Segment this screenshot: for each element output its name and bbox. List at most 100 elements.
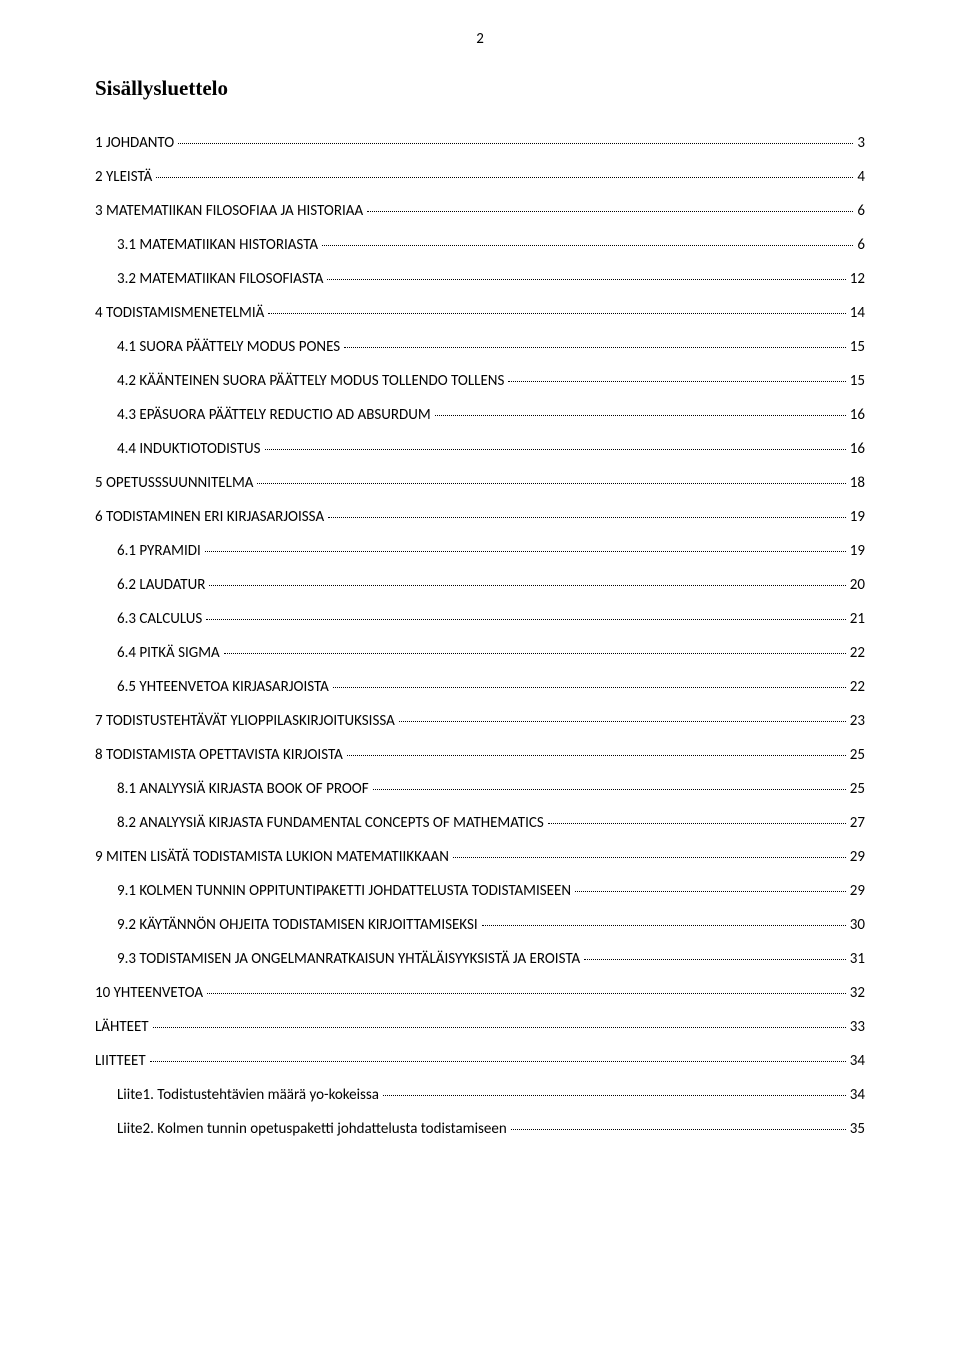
toc-entry-label: 4.3 EPÄSUORA PÄÄTTELY REDUCTIO AD ABSURD… bbox=[117, 405, 431, 426]
toc-leader-dots bbox=[373, 789, 846, 790]
toc-entry-page: 25 bbox=[850, 779, 865, 800]
toc-entry-label: 6.1 PYRAMIDI bbox=[117, 541, 201, 562]
toc-leader-dots bbox=[327, 279, 845, 280]
toc-entry-label: 3.2 MATEMATIIKAN FILOSOFIASTA bbox=[117, 269, 323, 290]
toc-entry-label: 9.1 KOLMEN TUNNIN OPPITUNTIPAKETTI JOHDA… bbox=[117, 881, 571, 902]
document-page: 2 Sisällysluettelo 1 JOHDANTO32 YLEISTÄ4… bbox=[0, 0, 960, 1353]
toc-entry-page: 15 bbox=[850, 371, 865, 392]
toc-entry[interactable]: Liite2. Kolmen tunnin opetuspaketti johd… bbox=[95, 1119, 865, 1140]
toc-leader-dots bbox=[268, 313, 845, 314]
toc-entry[interactable]: 2 YLEISTÄ4 bbox=[95, 167, 865, 188]
toc-entry-label: 9.2 KÄYTÄNNÖN OHJEITA TODISTAMISEN KIRJO… bbox=[117, 915, 478, 936]
toc-entry-page: 32 bbox=[850, 983, 865, 1004]
toc-entry-label: 4.2 KÄÄNTEINEN SUORA PÄÄTTELY MODUS TOLL… bbox=[117, 371, 504, 392]
toc-entry-page: 6 bbox=[857, 201, 865, 222]
toc-entry[interactable]: 6.4 PITKÄ SIGMA22 bbox=[95, 643, 865, 664]
toc-entry-label: 10 YHTEENVETOA bbox=[95, 983, 203, 1004]
toc-entry[interactable]: 9.3 TODISTAMISEN JA ONGELMANRATKAISUN YH… bbox=[95, 949, 865, 970]
toc-entry[interactable]: 6.3 CALCULUS 21 bbox=[95, 609, 865, 630]
toc-entry[interactable]: Liite1. Todistustehtävien määrä yo-kokei… bbox=[95, 1085, 865, 1106]
toc-leader-dots bbox=[156, 177, 853, 178]
toc-entry[interactable]: 4.1 SUORA PÄÄTTELY MODUS PONES 15 bbox=[95, 337, 865, 358]
toc-leader-dots bbox=[178, 143, 853, 144]
toc-entry-label: Liite1. Todistustehtävien määrä yo-kokei… bbox=[117, 1085, 379, 1106]
toc-entry-page: 34 bbox=[850, 1085, 865, 1106]
toc-entry-label: 6.2 LAUDATUR bbox=[117, 575, 205, 596]
toc-entry-page: 22 bbox=[850, 677, 865, 698]
toc-entry-page: 23 bbox=[850, 711, 865, 732]
toc-leader-dots bbox=[257, 483, 845, 484]
toc-leader-dots bbox=[548, 823, 846, 824]
toc-entry[interactable]: 6 TODISTAMINEN ERI KIRJASARJOISSA 19 bbox=[95, 507, 865, 528]
toc-leader-dots bbox=[511, 1129, 846, 1130]
toc-entry-page: 19 bbox=[850, 541, 865, 562]
toc-entry-page: 19 bbox=[850, 507, 865, 528]
toc-entry-page: 34 bbox=[850, 1051, 865, 1072]
toc-entry[interactable]: 9.1 KOLMEN TUNNIN OPPITUNTIPAKETTI JOHDA… bbox=[95, 881, 865, 902]
toc-entry-page: 29 bbox=[850, 847, 865, 868]
toc-entry[interactable]: 4.4 INDUKTIOTODISTUS16 bbox=[95, 439, 865, 460]
toc-entry[interactable]: 4 TODISTAMISMENETELMIÄ 14 bbox=[95, 303, 865, 324]
toc-leader-dots bbox=[153, 1027, 846, 1028]
toc-entry[interactable]: 9.2 KÄYTÄNNÖN OHJEITA TODISTAMISEN KIRJO… bbox=[95, 915, 865, 936]
toc-entry-label: 6 TODISTAMINEN ERI KIRJASARJOISSA bbox=[95, 507, 324, 528]
toc-container: 1 JOHDANTO3 2 YLEISTÄ4 3 MATEMATIIKAN FILO… bbox=[95, 133, 865, 1140]
toc-entry[interactable]: LIITTEET 34 bbox=[95, 1051, 865, 1072]
toc-entry[interactable]: 8 TODISTAMISTA OPETTAVISTA KIRJOISTA 25 bbox=[95, 745, 865, 766]
toc-entry-page: 21 bbox=[850, 609, 865, 630]
toc-entry-page: 35 bbox=[850, 1119, 865, 1140]
toc-leader-dots bbox=[584, 959, 846, 960]
toc-entry[interactable]: 3.2 MATEMATIIKAN FILOSOFIASTA12 bbox=[95, 269, 865, 290]
toc-entry[interactable]: LÄHTEET33 bbox=[95, 1017, 865, 1038]
toc-entry-label: 8 TODISTAMISTA OPETTAVISTA KIRJOISTA bbox=[95, 745, 343, 766]
toc-entry-label: LÄHTEET bbox=[95, 1017, 149, 1038]
toc-leader-dots bbox=[333, 687, 846, 688]
toc-entry-label: 9.3 TODISTAMISEN JA ONGELMANRATKAISUN YH… bbox=[117, 949, 580, 970]
toc-leader-dots bbox=[205, 551, 846, 552]
toc-entry-label: Liite2. Kolmen tunnin opetuspaketti johd… bbox=[117, 1119, 507, 1140]
toc-entry-label: 6.5 YHTEENVETOA KIRJASARJOISTA bbox=[117, 677, 329, 698]
toc-leader-dots bbox=[265, 449, 846, 450]
toc-entry[interactable]: 6.1 PYRAMIDI 19 bbox=[95, 541, 865, 562]
toc-entry-page: 29 bbox=[850, 881, 865, 902]
toc-entry-label: 6.3 CALCULUS bbox=[117, 609, 202, 630]
toc-entry[interactable]: 8.1 ANALYYSIÄ KIRJASTA BOOK OF PROOF25 bbox=[95, 779, 865, 800]
toc-entry-label: LIITTEET bbox=[95, 1051, 146, 1072]
toc-entry[interactable]: 5 OPETUSSSUUNNITELMA18 bbox=[95, 473, 865, 494]
toc-entry-page: 27 bbox=[850, 813, 865, 834]
toc-entry-page: 4 bbox=[857, 167, 865, 188]
toc-entry-page: 25 bbox=[850, 745, 865, 766]
toc-leader-dots bbox=[508, 381, 845, 382]
toc-entry-page: 6 bbox=[857, 235, 865, 256]
toc-leader-dots bbox=[435, 415, 846, 416]
toc-entry-label: 7 TODISTUSTEHTÄVÄT YLIOPPILASKIRJOITUKSI… bbox=[95, 711, 395, 732]
toc-entry[interactable]: 3.1 MATEMATIIKAN HISTORIASTA6 bbox=[95, 235, 865, 256]
toc-leader-dots bbox=[206, 619, 845, 620]
toc-entry[interactable]: 10 YHTEENVETOA 32 bbox=[95, 983, 865, 1004]
toc-entry-page: 22 bbox=[850, 643, 865, 664]
toc-leader-dots bbox=[347, 755, 846, 756]
toc-leader-dots bbox=[150, 1061, 846, 1062]
toc-entry-label: 3 MATEMATIIKAN FILOSOFIAA JA HISTORIAA bbox=[95, 201, 363, 222]
toc-entry[interactable]: 9 MITEN LISÄTÄ TODISTAMISTA LUKION MATEM… bbox=[95, 847, 865, 868]
toc-entry[interactable]: 7 TODISTUSTEHTÄVÄT YLIOPPILASKIRJOITUKSI… bbox=[95, 711, 865, 732]
toc-entry-label: 4.1 SUORA PÄÄTTELY MODUS PONES bbox=[117, 337, 340, 358]
toc-entry-page: 20 bbox=[850, 575, 865, 596]
toc-entry-label: 9 MITEN LISÄTÄ TODISTAMISTA LUKION MATEM… bbox=[95, 847, 449, 868]
toc-leader-dots bbox=[322, 245, 853, 246]
toc-leader-dots bbox=[328, 517, 846, 518]
toc-entry[interactable]: 4.3 EPÄSUORA PÄÄTTELY REDUCTIO AD ABSURD… bbox=[95, 405, 865, 426]
toc-entry-page: 3 bbox=[857, 133, 865, 154]
toc-entry-page: 14 bbox=[850, 303, 865, 324]
toc-entry[interactable]: 4.2 KÄÄNTEINEN SUORA PÄÄTTELY MODUS TOLL… bbox=[95, 371, 865, 392]
toc-entry-page: 15 bbox=[850, 337, 865, 358]
toc-entry[interactable]: 3 MATEMATIIKAN FILOSOFIAA JA HISTORIAA 6 bbox=[95, 201, 865, 222]
toc-entry[interactable]: 6.2 LAUDATUR 20 bbox=[95, 575, 865, 596]
toc-entry[interactable]: 8.2 ANALYYSIÄ KIRJASTA FUNDAMENTAL CONCE… bbox=[95, 813, 865, 834]
toc-entry-page: 16 bbox=[850, 439, 865, 460]
toc-entry-label: 4 TODISTAMISMENETELMIÄ bbox=[95, 303, 264, 324]
toc-entry[interactable]: 6.5 YHTEENVETOA KIRJASARJOISTA 22 bbox=[95, 677, 865, 698]
toc-entry[interactable]: 1 JOHDANTO3 bbox=[95, 133, 865, 154]
toc-leader-dots bbox=[344, 347, 846, 348]
toc-leader-dots bbox=[482, 925, 846, 926]
